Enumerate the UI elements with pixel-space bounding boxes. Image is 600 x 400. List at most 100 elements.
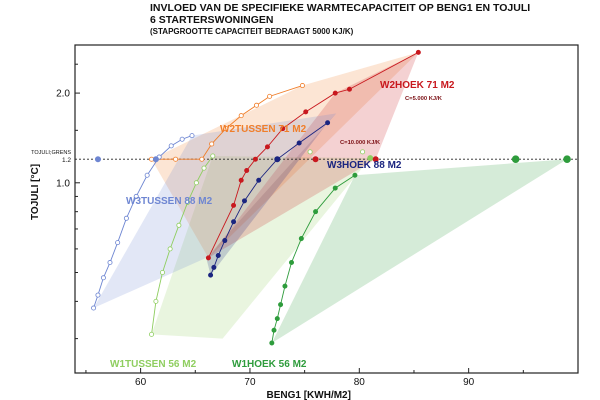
region-0 bbox=[151, 156, 371, 339]
chart-title: INVLOED VAN DE SPECIFIEKE WARMTECAPACITE… bbox=[150, 2, 531, 14]
series-label-0: W1TUSSEN 56 M2 bbox=[110, 359, 197, 370]
data-point bbox=[241, 198, 247, 204]
data-point bbox=[215, 253, 221, 259]
data-point bbox=[193, 180, 199, 186]
data-point bbox=[296, 140, 302, 146]
threshold-value-label: 1.2 bbox=[62, 157, 71, 164]
y-axis-label: TOJULI [°C] bbox=[30, 164, 41, 220]
data-point bbox=[360, 149, 366, 155]
threshold-label: TOJULI;GRENS bbox=[31, 150, 71, 156]
data-point bbox=[312, 156, 319, 163]
data-point bbox=[415, 49, 421, 55]
region-2 bbox=[151, 52, 419, 258]
data-point bbox=[289, 260, 295, 266]
data-point bbox=[153, 298, 159, 304]
region-5 bbox=[206, 113, 337, 276]
series-labels: W1TUSSEN 56 M2 W1HOEK 56 M2 W2TUSSEN 71 M2… bbox=[110, 80, 455, 370]
data-point bbox=[267, 93, 273, 99]
series-label-3: W2HOEK 71 M2 bbox=[380, 80, 455, 91]
data-point bbox=[179, 136, 185, 142]
chart-subtitle: 6 STARTERSWONINGEN bbox=[150, 14, 274, 26]
data-point bbox=[144, 172, 150, 178]
data-point bbox=[280, 126, 286, 132]
data-point bbox=[115, 240, 121, 246]
data-point bbox=[332, 185, 338, 191]
region-3 bbox=[208, 52, 419, 258]
series-label-2: W2TUSSEN 71 M2 bbox=[220, 124, 307, 135]
data-point bbox=[199, 156, 205, 162]
data-point bbox=[325, 120, 331, 126]
data-point bbox=[94, 156, 101, 163]
annotation-c5000: C=5.000 KJ/K bbox=[405, 96, 443, 102]
data-point bbox=[238, 113, 244, 119]
y-tick-label: 1.0 bbox=[56, 178, 70, 189]
data-point bbox=[211, 264, 217, 270]
data-point bbox=[252, 156, 258, 162]
series-regions bbox=[93, 52, 568, 344]
data-point bbox=[307, 149, 313, 155]
data-point bbox=[299, 83, 305, 89]
data-point bbox=[107, 260, 113, 266]
plot-frame bbox=[74, 44, 579, 374]
series-line-5 bbox=[210, 122, 328, 276]
data-point bbox=[274, 316, 280, 322]
data-point bbox=[244, 167, 250, 173]
data-point bbox=[278, 302, 284, 308]
data-point bbox=[152, 156, 159, 163]
data-point bbox=[210, 153, 216, 159]
region-4 bbox=[93, 113, 337, 309]
data-point bbox=[367, 155, 374, 162]
data-point bbox=[205, 255, 211, 261]
data-point bbox=[149, 331, 155, 337]
data-point bbox=[298, 236, 304, 242]
chart-note: (STAPGROOTTE CAPACITEIT BEDRAAGT 5000 KJ… bbox=[150, 27, 354, 36]
data-point bbox=[231, 202, 237, 208]
series-label-4: W3TUSSEN 88 M2 bbox=[126, 196, 213, 207]
series-line-1 bbox=[271, 174, 356, 344]
annotation-c10000: C=10.000 KJ/K bbox=[340, 140, 381, 146]
data-point bbox=[100, 275, 106, 281]
data-point bbox=[313, 209, 319, 215]
data-point bbox=[274, 156, 281, 163]
data-point bbox=[173, 156, 179, 162]
data-point bbox=[352, 172, 358, 178]
data-point bbox=[95, 292, 101, 298]
data-point bbox=[264, 144, 270, 150]
x-axis-label: BENG1 [KWH/M2] bbox=[267, 390, 351, 400]
data-point bbox=[168, 143, 174, 149]
data-point bbox=[332, 90, 338, 96]
data-point bbox=[189, 133, 195, 139]
data-point bbox=[176, 222, 182, 228]
x-tick-label: 80 bbox=[354, 377, 366, 388]
series-label-1: W1HOEK 56 M2 bbox=[232, 359, 307, 370]
axes: 60 70 80 90 1.0 2.0 BENG1 [KWH/M2] TOJULI [°C] bbox=[30, 44, 579, 400]
data-point bbox=[346, 86, 352, 92]
y-tick-label: 2.0 bbox=[56, 89, 70, 100]
data-point bbox=[201, 165, 207, 171]
series-label-5: W3HOEK 88 M2 bbox=[327, 160, 402, 171]
data-point bbox=[254, 102, 260, 108]
data-point bbox=[303, 109, 309, 115]
data-point bbox=[123, 215, 129, 221]
data-point bbox=[208, 272, 214, 278]
data-point bbox=[563, 155, 571, 163]
x-tick-label: 90 bbox=[463, 377, 475, 388]
data-point bbox=[282, 283, 288, 289]
data-point bbox=[209, 141, 215, 147]
data-point bbox=[269, 340, 275, 346]
data-point bbox=[133, 193, 139, 199]
x-tick-label: 60 bbox=[135, 377, 147, 388]
data-point bbox=[238, 177, 244, 183]
data-point bbox=[372, 156, 379, 163]
data-point bbox=[256, 177, 262, 183]
data-point bbox=[231, 219, 237, 225]
data-point bbox=[222, 238, 228, 244]
data-point bbox=[159, 270, 165, 276]
data-point bbox=[271, 327, 277, 333]
region-1 bbox=[271, 159, 568, 344]
data-point bbox=[91, 305, 97, 311]
data-point bbox=[185, 199, 191, 205]
data-point bbox=[167, 246, 173, 252]
series-points bbox=[91, 49, 571, 346]
